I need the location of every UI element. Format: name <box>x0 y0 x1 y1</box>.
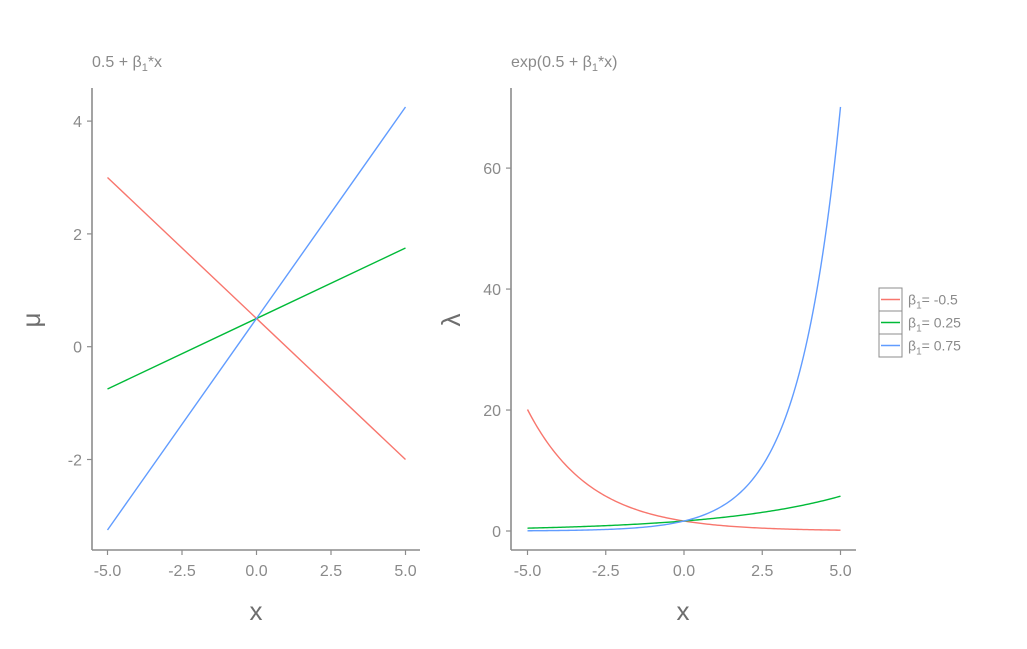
y-tick-label: 0 <box>492 524 501 541</box>
legend: β1= -0.5 β1= 0.25 β1= 0.75 <box>878 287 961 358</box>
x-tick-label: 5.0 <box>394 563 416 580</box>
x-tick-label: 0.0 <box>673 563 695 580</box>
x-tick-label: 2.5 <box>320 563 342 580</box>
x-tick-label: 0.0 <box>245 563 267 580</box>
x-tick-label: -5.0 <box>94 563 122 580</box>
x-tick-label: -2.5 <box>592 563 620 580</box>
y-tick-label: 2 <box>73 227 82 244</box>
panel-title: exp(0.5 + β1*x) <box>511 54 618 74</box>
legend-label: β1= -0.5 <box>908 292 958 312</box>
left-panel: -2 0 2 4 -5.0 -2.5 0.0 2.5 5.0 0.5 + β1*x x μ <box>16 54 420 626</box>
y-tick-label: 40 <box>483 282 501 299</box>
y-tick-label: -2 <box>68 453 82 470</box>
series-line <box>527 495 841 529</box>
x-tick-label: -5.0 <box>514 563 542 580</box>
x-tick-label: 2.5 <box>751 563 773 580</box>
x-axis-title: x <box>250 596 263 626</box>
y-tick-label: 20 <box>483 403 501 420</box>
y-tick-label: 0 <box>73 340 82 357</box>
y-tick-label: 4 <box>73 114 82 131</box>
legend-label: β1= 0.25 <box>908 315 961 335</box>
x-axis-title: x <box>677 596 690 626</box>
y-tick-label: 60 <box>483 161 501 178</box>
y-axis-title: λ <box>436 314 466 327</box>
panel-title: 0.5 + β1*x <box>92 54 162 74</box>
x-tick-label: 5.0 <box>829 563 851 580</box>
series-line <box>106 106 407 531</box>
x-tick-label: -2.5 <box>168 563 196 580</box>
legend-label: β1= 0.75 <box>908 338 961 358</box>
series-line <box>527 106 842 532</box>
right-panel: 0 20 40 60 -5.0 -2.5 0.0 2.5 5.0 exp(0.5 + β1*x) x… <box>436 54 856 626</box>
series-line <box>526 409 841 531</box>
y-axis-title: μ <box>16 313 46 328</box>
